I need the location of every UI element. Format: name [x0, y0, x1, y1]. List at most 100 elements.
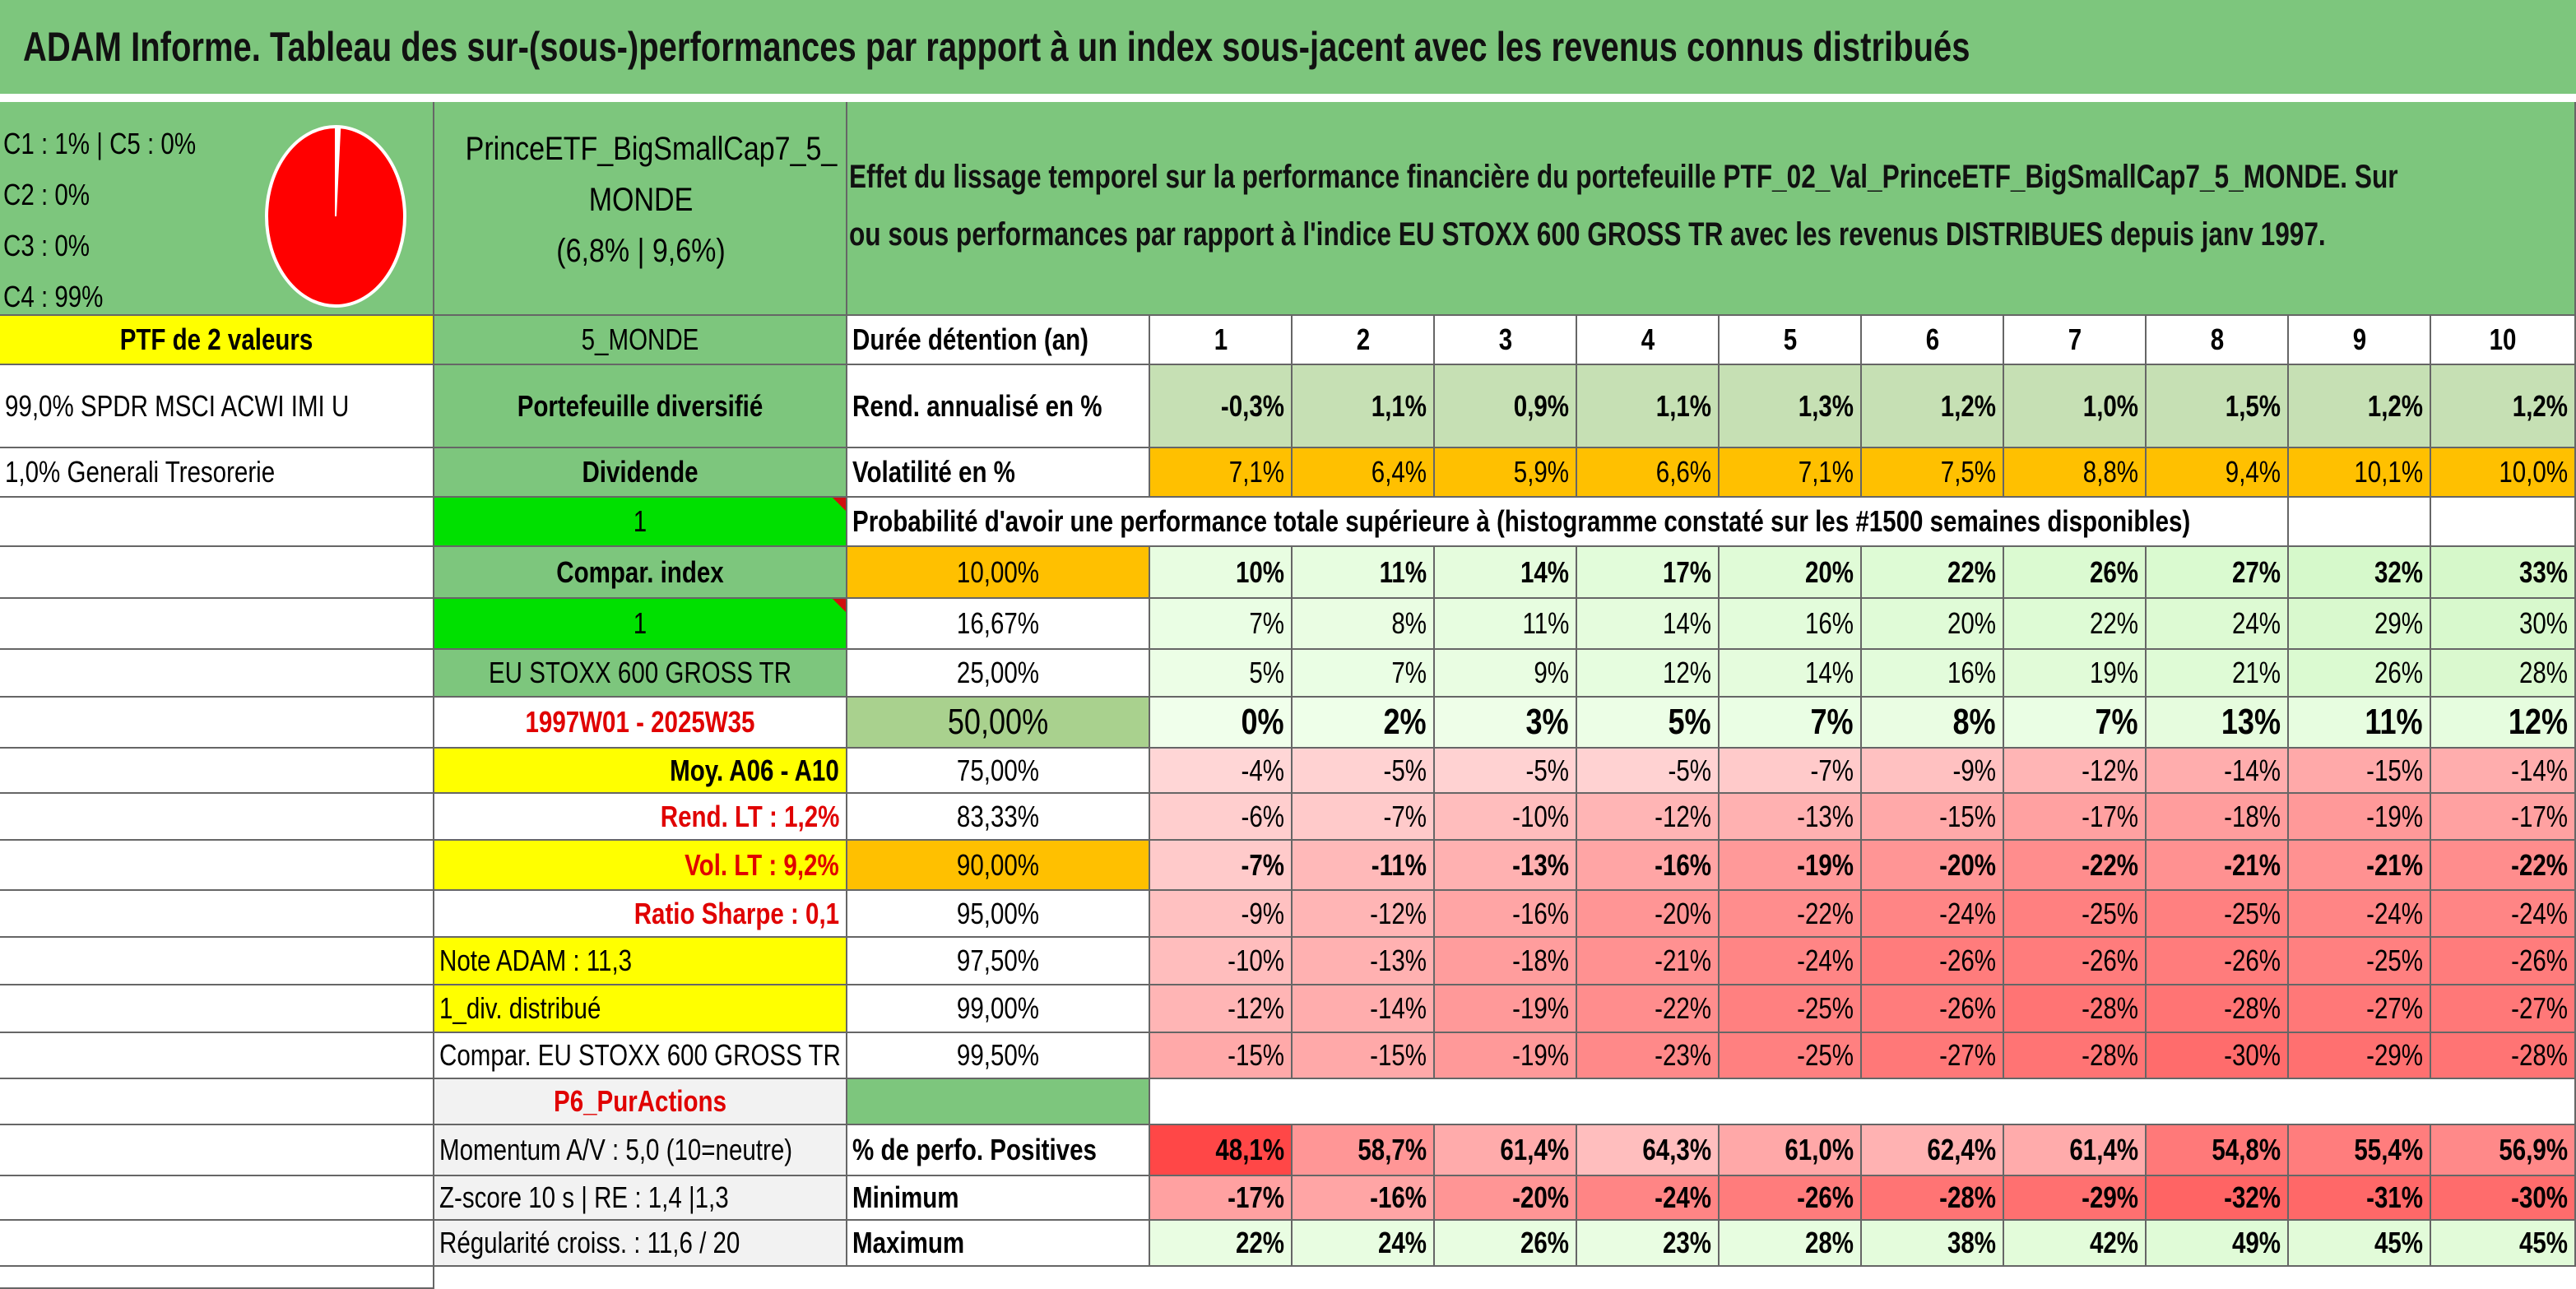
quantile-value[interactable]: 17% [1577, 547, 1720, 599]
quantile-value[interactable]: -28% [2004, 985, 2147, 1033]
return-value[interactable]: 1,1% [1577, 365, 1720, 448]
left-col-cell[interactable] [0, 599, 434, 650]
maximum-value[interactable]: 45% [2431, 1221, 2576, 1267]
quantile-value[interactable]: -22% [1720, 891, 1862, 938]
year-header[interactable]: 3 [1435, 316, 1577, 365]
info-cell[interactable]: Compar. EU STOXX 600 GROSS TR [434, 1033, 847, 1079]
left-col-cell[interactable]: PTF de 2 valeurs [0, 316, 434, 365]
return-value[interactable]: -0,3% [1150, 365, 1293, 448]
minimum-value[interactable]: -30% [2431, 1176, 2576, 1221]
quantile-value[interactable]: -23% [1577, 1033, 1720, 1079]
year-header[interactable]: 6 [1862, 316, 2004, 365]
quantile-value[interactable]: -16% [1435, 891, 1577, 938]
holding-period-label[interactable]: Durée détention (an) [847, 316, 1150, 365]
info-cell[interactable]: Dividende [434, 448, 847, 498]
quantile-value[interactable]: -26% [1862, 938, 2004, 985]
left-col-cell[interactable] [0, 841, 434, 891]
quantile-value[interactable]: -14% [2147, 749, 2289, 794]
volatility-value[interactable]: 7,5% [1862, 448, 2004, 498]
quantile-value[interactable]: -4% [1150, 749, 1293, 794]
info-cell[interactable]: 1 [434, 498, 847, 547]
positive-share-label[interactable]: % de perfo. Positives [847, 1125, 1150, 1176]
quantile-value[interactable]: -22% [2431, 841, 2576, 891]
left-col-cell[interactable] [0, 547, 434, 599]
maximum-value[interactable]: 24% [1293, 1221, 1435, 1267]
quantile-value[interactable]: 19% [2004, 650, 2147, 698]
volatility-value[interactable]: 10,0% [2431, 448, 2576, 498]
quantile-value[interactable]: -12% [2004, 749, 2147, 794]
volatility-value[interactable]: 7,1% [1720, 448, 1862, 498]
volatility-value[interactable]: 10,1% [2289, 448, 2431, 498]
quantile-label[interactable]: 95,00% [847, 891, 1150, 938]
quantile-value[interactable]: -19% [1435, 985, 1577, 1033]
quantile-value[interactable]: -19% [1435, 1033, 1577, 1079]
quantile-value[interactable]: 14% [1435, 547, 1577, 599]
year-header[interactable]: 5 [1720, 316, 1862, 365]
quantile-value[interactable]: 0% [1150, 698, 1293, 749]
quantile-value[interactable]: -14% [2431, 749, 2576, 794]
quantile-value[interactable]: -26% [2431, 938, 2576, 985]
info-cell[interactable]: 1 [434, 599, 847, 650]
quantile-value[interactable]: -26% [1862, 985, 2004, 1033]
quantile-value[interactable]: -21% [2147, 841, 2289, 891]
minimum-label[interactable]: Minimum [847, 1176, 1150, 1221]
quantile-value[interactable]: 5% [1577, 698, 1720, 749]
quantile-value[interactable]: -27% [2289, 985, 2431, 1033]
quantile-value[interactable]: -13% [1435, 841, 1577, 891]
quantile-value[interactable]: -25% [1720, 985, 1862, 1033]
quantile-value[interactable]: 27% [2147, 547, 2289, 599]
quantile-value[interactable]: -28% [2431, 1033, 2576, 1079]
quantile-value[interactable]: 13% [2147, 698, 2289, 749]
quantile-value[interactable]: 7% [1720, 698, 1862, 749]
maximum-value[interactable]: 28% [1720, 1221, 1862, 1267]
left-col-cell[interactable]: 99,0% SPDR MSCI ACWI IMI U [0, 365, 434, 448]
quantile-value[interactable]: 22% [2004, 599, 2147, 650]
minimum-value[interactable]: -32% [2147, 1176, 2289, 1221]
info-cell[interactable]: Ratio Sharpe : 0,1 [434, 891, 847, 938]
minimum-value[interactable]: -28% [1862, 1176, 2004, 1221]
maximum-value[interactable]: 42% [2004, 1221, 2147, 1267]
maximum-value[interactable]: 22% [1150, 1221, 1293, 1267]
minimum-value[interactable]: -17% [1150, 1176, 1293, 1221]
positive-share-value[interactable]: 62,4% [1862, 1125, 2004, 1176]
return-value[interactable]: 1,2% [2431, 365, 2576, 448]
quantile-value[interactable]: -7% [1720, 749, 1862, 794]
quantile-value[interactable]: 24% [2147, 599, 2289, 650]
quantile-value[interactable]: -12% [1150, 985, 1293, 1033]
positive-share-value[interactable]: 61,0% [1720, 1125, 1862, 1176]
year-header[interactable]: 1 [1150, 316, 1293, 365]
quantile-label[interactable]: 50,00% [847, 698, 1150, 749]
quantile-value[interactable]: -5% [1577, 749, 1720, 794]
quantile-value[interactable]: 2% [1293, 698, 1435, 749]
left-col-cell[interactable] [0, 794, 434, 841]
minimum-value[interactable]: -24% [1577, 1176, 1720, 1221]
quantile-value[interactable]: -15% [1150, 1033, 1293, 1079]
quantile-value[interactable]: -21% [1577, 938, 1720, 985]
info-cell[interactable]: Z-score 10 s | RE : 1,4 |1,3 [434, 1176, 847, 1221]
fund-name-cell[interactable] [434, 102, 847, 316]
minimum-value[interactable]: -20% [1435, 1176, 1577, 1221]
quantile-value[interactable]: -14% [1293, 985, 1435, 1033]
maximum-value[interactable]: 49% [2147, 1221, 2289, 1267]
quantile-value[interactable]: 32% [2289, 547, 2431, 599]
quantile-value[interactable]: -17% [2431, 794, 2576, 841]
info-cell[interactable]: P6_PurActions [434, 1079, 847, 1125]
quantile-value[interactable]: 14% [1577, 599, 1720, 650]
quantile-value[interactable]: -24% [1720, 938, 1862, 985]
quantile-label[interactable]: 10,00% [847, 547, 1150, 599]
quantile-label[interactable]: 99,50% [847, 1033, 1150, 1079]
quantile-value[interactable]: -26% [2004, 938, 2147, 985]
quantile-value[interactable]: 28% [2431, 650, 2576, 698]
left-col-cell[interactable] [0, 891, 434, 938]
info-cell[interactable]: Moy. A06 - A10 [434, 749, 847, 794]
volatility-value[interactable]: 6,6% [1577, 448, 1720, 498]
quantile-value[interactable]: -25% [2289, 938, 2431, 985]
return-value[interactable]: 1,5% [2147, 365, 2289, 448]
quantile-label[interactable]: 90,00% [847, 841, 1150, 891]
positive-share-value[interactable]: 56,9% [2431, 1125, 2576, 1176]
positive-share-value[interactable]: 61,4% [1435, 1125, 1577, 1176]
maximum-label[interactable]: Maximum [847, 1221, 1150, 1267]
return-label[interactable]: Rend. annualisé en % [847, 365, 1150, 448]
maximum-value[interactable]: 45% [2289, 1221, 2431, 1267]
positive-share-value[interactable]: 54,8% [2147, 1125, 2289, 1176]
